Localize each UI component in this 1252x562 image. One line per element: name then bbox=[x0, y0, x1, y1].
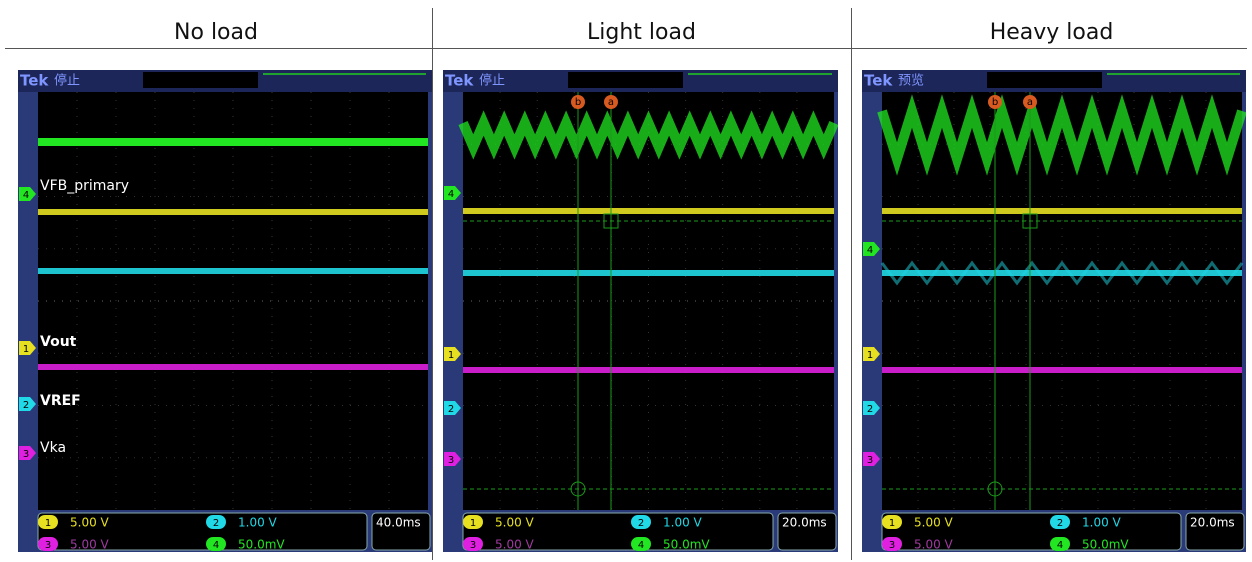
channel-scale: 5.00 V bbox=[495, 516, 535, 530]
trace bbox=[882, 208, 1242, 214]
trace bbox=[463, 270, 834, 276]
cursor-label: b bbox=[992, 97, 998, 108]
channel-number: 4 bbox=[213, 540, 219, 551]
channel-scale: 5.00 V bbox=[914, 516, 954, 530]
trace-label: VFB_primary bbox=[40, 178, 129, 194]
cursor-label: a bbox=[1027, 97, 1033, 108]
channel-number: 4 bbox=[638, 540, 644, 551]
column-header: Heavy load bbox=[851, 20, 1252, 45]
trace bbox=[38, 138, 428, 146]
screen bbox=[882, 92, 1242, 510]
header-rule bbox=[5, 48, 1247, 49]
channel-marker-label: 4 bbox=[867, 245, 873, 256]
channel-scale: 1.00 V bbox=[663, 516, 703, 530]
trace-label: Vout bbox=[40, 334, 77, 350]
channel-marker-label: 3 bbox=[867, 455, 873, 466]
channel-number: 3 bbox=[45, 540, 51, 551]
channel-number: 1 bbox=[470, 518, 476, 529]
trace-label: VREF bbox=[40, 393, 81, 409]
column-divider bbox=[851, 8, 852, 560]
channel-marker-label: 4 bbox=[448, 189, 454, 200]
column-header: No load bbox=[0, 20, 432, 45]
channel-number: 1 bbox=[889, 518, 895, 529]
channel-number: 3 bbox=[889, 540, 895, 551]
channel-scale: 5.00 V bbox=[495, 538, 535, 552]
channel-number: 2 bbox=[213, 518, 219, 529]
channel-number: 2 bbox=[1057, 518, 1063, 529]
trace-label: Vka bbox=[40, 440, 66, 456]
channel-marker-label: 3 bbox=[448, 455, 454, 466]
channel-number: 4 bbox=[1057, 540, 1063, 551]
channel-number: 1 bbox=[45, 518, 51, 529]
channel-scale: 50.0mV bbox=[1082, 538, 1129, 552]
channel-scale: 1.00 V bbox=[238, 516, 278, 530]
channel-scale: 5.00 V bbox=[914, 538, 954, 552]
channel-marker-label: 4 bbox=[23, 190, 29, 201]
screen bbox=[38, 92, 428, 510]
brand: Tek bbox=[864, 72, 893, 90]
top-bar-box bbox=[143, 72, 258, 88]
status: 预览 bbox=[898, 73, 924, 89]
channel-scale: 1.00 V bbox=[1082, 516, 1122, 530]
timebase: 40.0ms bbox=[376, 516, 421, 530]
column-divider bbox=[432, 8, 433, 560]
oscilloscope: Tek 停止 b a 4 1 2 3 20.0ms 1 5.00 V 2 1.00 V 3 5.00 V 4 5… bbox=[443, 70, 838, 552]
screen bbox=[463, 92, 834, 510]
column-header: Light load bbox=[432, 20, 851, 45]
status: 停止 bbox=[479, 73, 505, 89]
brand: Tek bbox=[20, 72, 49, 90]
channel-marker-label: 3 bbox=[23, 449, 29, 460]
channel-scale: 5.00 V bbox=[70, 538, 110, 552]
timebase: 20.0ms bbox=[782, 516, 827, 530]
trace bbox=[882, 367, 1242, 373]
top-bar-box bbox=[568, 72, 683, 88]
channel-marker-label: 1 bbox=[448, 350, 454, 361]
channel-marker-label: 2 bbox=[867, 404, 873, 415]
trace bbox=[463, 208, 834, 214]
trace bbox=[38, 209, 428, 215]
cursor-label: a bbox=[608, 97, 614, 108]
cursor-label: b bbox=[575, 97, 581, 108]
channel-scale: 50.0mV bbox=[663, 538, 710, 552]
trace bbox=[38, 268, 428, 274]
channel-marker-label: 2 bbox=[23, 400, 29, 411]
figure: No load Light load Heavy load Tek停止4123V… bbox=[0, 0, 1252, 562]
channel-marker-label: 1 bbox=[23, 344, 29, 355]
brand: Tek bbox=[445, 72, 474, 90]
channel-scale: 5.00 V bbox=[70, 516, 110, 530]
channel-number: 3 bbox=[470, 540, 476, 551]
trace bbox=[463, 367, 834, 373]
oscilloscope: Tek 停止 4 1 2 3 VFB_primary Vout VREF Vka 40.0ms 1 5.… bbox=[18, 70, 432, 552]
top-bar-box bbox=[987, 72, 1102, 88]
channel-number: 2 bbox=[638, 518, 644, 529]
channel-scale: 50.0mV bbox=[238, 538, 285, 552]
trace bbox=[38, 364, 428, 370]
oscilloscope: Tek 预览 b a 4 1 2 3 20.0ms 1 5.00 V 2 1.00 V 3 5.00 V 4 5… bbox=[862, 70, 1246, 552]
status: 停止 bbox=[54, 73, 80, 89]
channel-marker-label: 1 bbox=[867, 350, 873, 361]
channel-marker-label: 2 bbox=[448, 404, 454, 415]
timebase: 20.0ms bbox=[1190, 516, 1235, 530]
